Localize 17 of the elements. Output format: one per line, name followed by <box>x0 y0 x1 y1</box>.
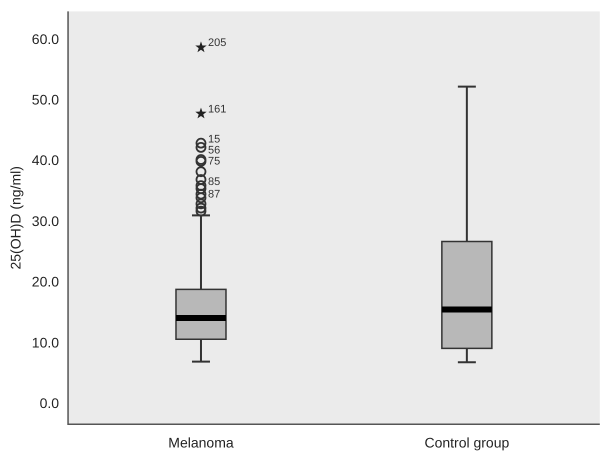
x-tick-label: Control group <box>424 434 510 450</box>
y-tick-label: 0.0 <box>40 395 60 412</box>
annotation: 56 <box>208 144 220 157</box>
y-axis-title: 25(OH)D (ng/ml) <box>7 166 24 270</box>
y-tick-label: 10.0 <box>32 334 60 350</box>
x-tick-label: Melanoma <box>168 434 234 450</box>
annotation: 75 <box>208 156 220 168</box>
y-tick-label: 40.0 <box>32 152 60 168</box>
annotation: 205 <box>208 37 226 50</box>
y-tick-label: 20.0 <box>32 274 60 290</box>
annotation: 87 <box>208 188 220 200</box>
annotation: 15 <box>208 134 220 146</box>
y-tick-label: 30.0 <box>32 212 60 229</box>
y-tick-label: 60.0 <box>32 30 60 47</box>
annotation: 85 <box>208 176 220 188</box>
y-tick-label: 50.0 <box>32 91 60 108</box>
annotation: 161 <box>208 103 226 116</box>
